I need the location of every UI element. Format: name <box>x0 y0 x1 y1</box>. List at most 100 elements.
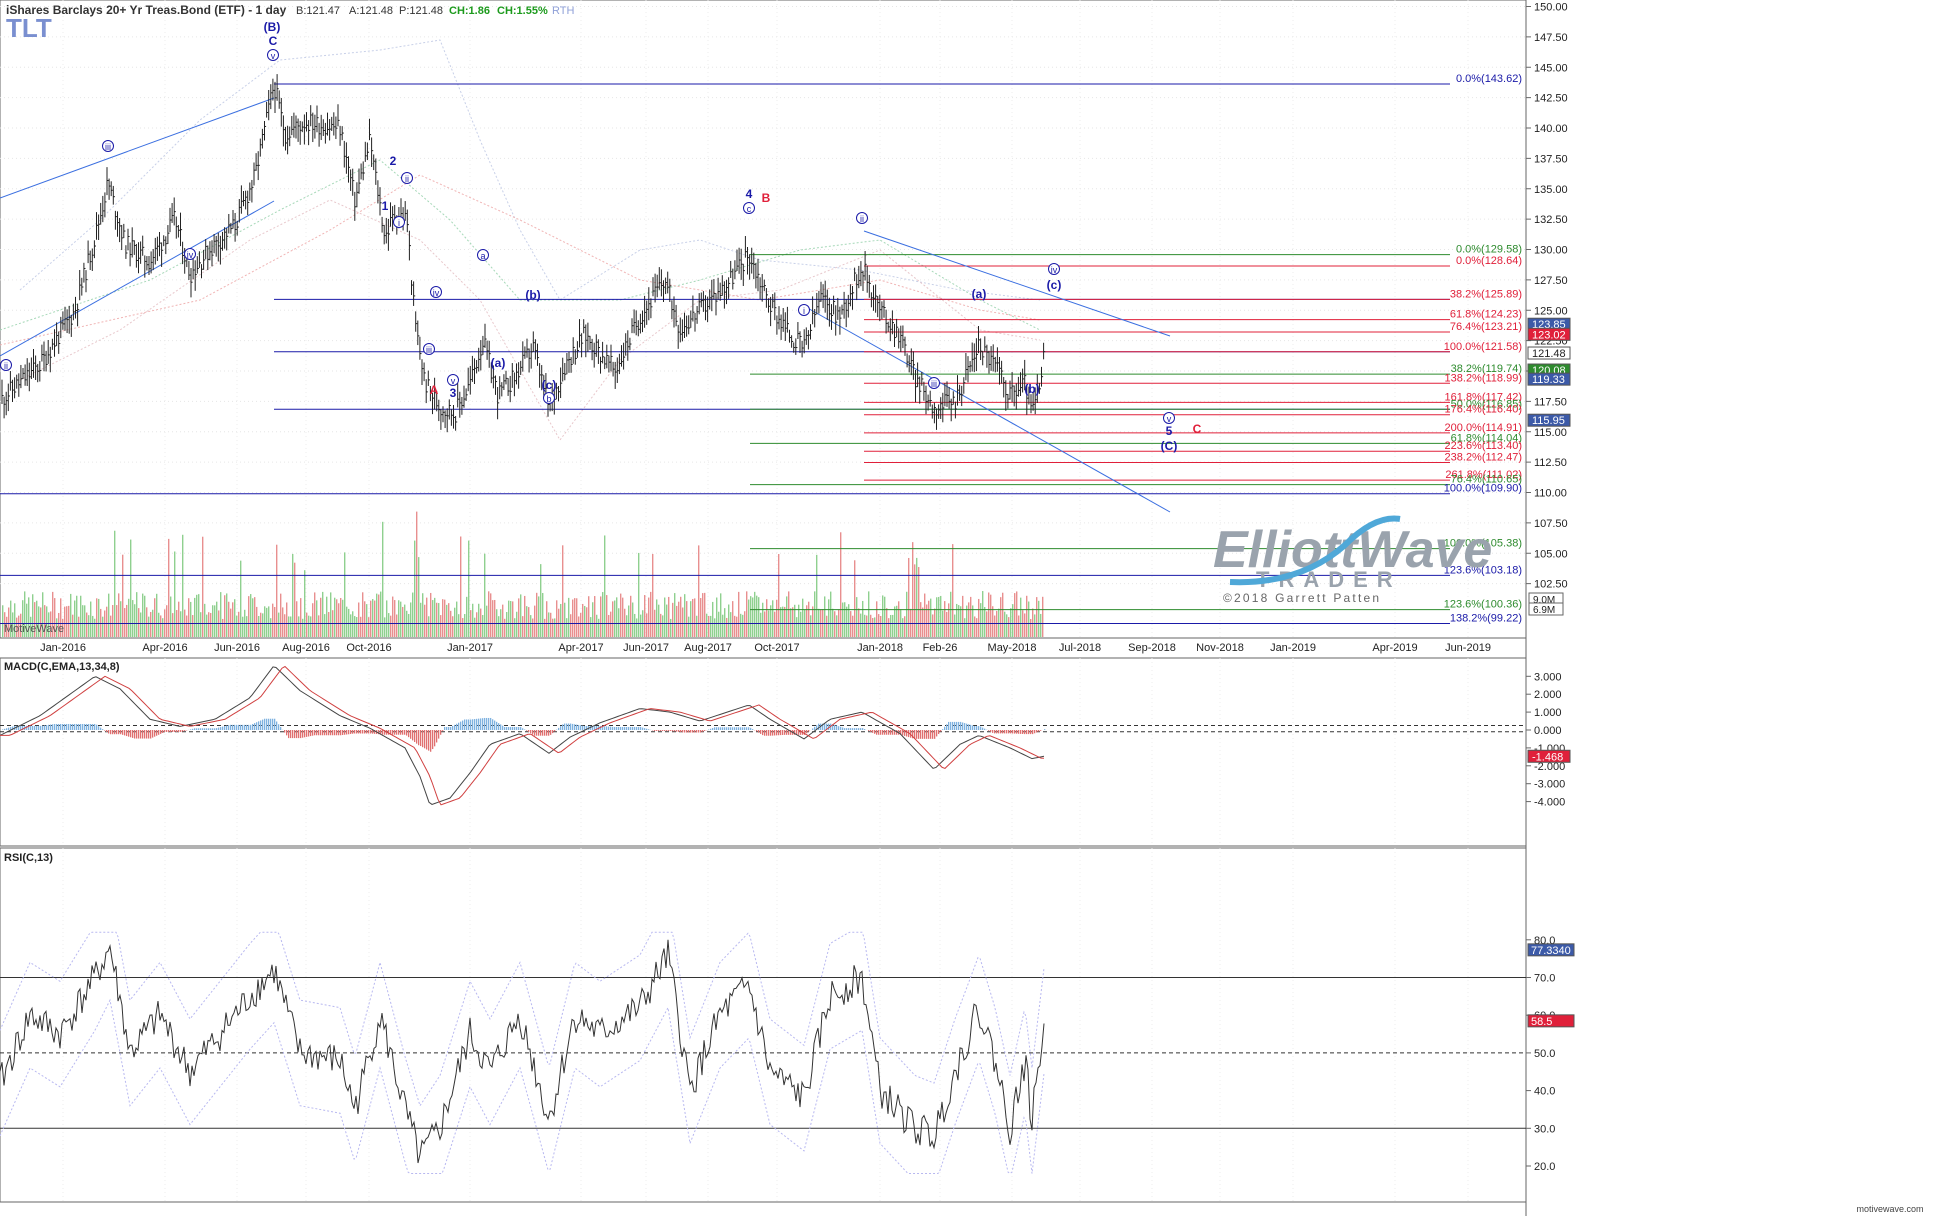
fib-label: 100.0%(109.90) <box>1444 483 1522 495</box>
macd-histogram-bar <box>284 730 285 733</box>
macd-histogram-bar <box>184 730 185 731</box>
volume-bar <box>896 606 897 637</box>
volume-bar <box>404 605 405 637</box>
wave-label: b <box>546 394 551 404</box>
wave-label: iii <box>426 345 432 355</box>
volume-bar <box>230 609 231 637</box>
volume-bar <box>412 593 413 637</box>
macd-label: MACD(C,EMA,13,34,8) <box>4 661 120 673</box>
volume-bar <box>824 596 825 637</box>
macd-histogram-bar <box>40 726 41 730</box>
volume-bar <box>360 617 361 637</box>
macd-histogram-bar <box>720 727 721 730</box>
volume-bar <box>140 612 141 637</box>
macd-histogram-bar <box>636 727 637 730</box>
volume-bar <box>530 615 531 637</box>
macd-histogram-bar <box>482 718 483 730</box>
macd-histogram-bar <box>622 727 623 730</box>
macd-histogram-bar <box>126 730 127 736</box>
macd-histogram-bar <box>64 724 65 730</box>
volume-bar <box>902 618 903 637</box>
wave-label: (c) <box>542 378 557 392</box>
volume-bar <box>272 604 273 637</box>
volume-bar <box>466 597 467 637</box>
volume-bar <box>142 594 143 637</box>
rsi-tick-label: 30.0 <box>1534 1123 1555 1135</box>
volume-bar <box>88 615 89 637</box>
volume-bar <box>134 604 135 637</box>
wave-label: (c) <box>1047 278 1062 292</box>
macd-histogram-bar <box>746 727 747 730</box>
volume-bar <box>266 608 267 637</box>
macd-histogram-bar <box>58 724 59 730</box>
macd-histogram-bar <box>290 730 291 738</box>
macd-histogram-bar <box>6 728 7 730</box>
macd-histogram-bar <box>190 729 191 730</box>
volume-bar <box>584 606 585 637</box>
wave-label: (C) <box>1161 439 1178 453</box>
volume-bar <box>182 535 183 637</box>
macd-pane <box>0 658 1526 846</box>
macd-histogram-bar <box>96 725 97 730</box>
volume-bar <box>754 592 755 637</box>
volume-bar <box>538 596 539 637</box>
volume-bar <box>810 615 811 637</box>
volume-bar <box>932 614 933 637</box>
macd-histogram-bar <box>884 730 885 735</box>
macd-histogram-bar <box>130 730 131 737</box>
volume-bar <box>270 618 271 637</box>
volume-bar <box>436 603 437 637</box>
wave-label: ii <box>860 214 864 224</box>
macd-histogram-bar <box>654 730 655 731</box>
macd-histogram-bar <box>712 728 713 730</box>
macd-histogram-bar <box>2 729 3 730</box>
macd-histogram-bar <box>558 728 559 730</box>
session-readout: RTH <box>552 5 574 17</box>
volume-bar <box>410 602 411 637</box>
volume-bar <box>1028 602 1029 637</box>
macd-histogram-bar <box>426 730 427 749</box>
macd-histogram-bar <box>234 725 235 730</box>
macd-histogram-bar <box>124 730 125 735</box>
volume-bar <box>784 607 785 637</box>
wave-label: (B) <box>264 20 281 34</box>
volume-bar <box>202 537 203 637</box>
volume-bar <box>716 598 717 637</box>
fib-label: 0.0%(143.62) <box>1456 73 1522 85</box>
macd-histogram-bar <box>526 730 527 731</box>
macd-histogram-bar <box>4 729 5 730</box>
macd-histogram-bar <box>8 728 9 730</box>
volume-bar <box>740 614 741 637</box>
macd-histogram-bar <box>396 730 397 735</box>
macd-histogram-bar <box>88 724 89 730</box>
volume-bar <box>646 613 647 637</box>
macd-histogram-bar <box>228 725 229 730</box>
volume-bar <box>388 613 389 637</box>
macd-histogram-bar <box>858 728 859 730</box>
volume-bar <box>736 617 737 637</box>
volume-bar <box>1038 601 1039 637</box>
volume-bar <box>832 609 833 637</box>
wave-label: (b) <box>1024 382 1039 396</box>
macd-histogram-bar <box>170 730 171 732</box>
macd-histogram-bar <box>782 730 783 735</box>
macd-histogram-bar <box>530 730 531 733</box>
volume-bar <box>928 601 929 637</box>
macd-histogram-bar <box>92 724 93 730</box>
volume-bar <box>420 603 421 637</box>
volume-bar <box>846 607 847 637</box>
volume-bar <box>612 601 613 637</box>
volume-bar <box>1000 597 1001 637</box>
volume-bar <box>1008 617 1009 637</box>
volume-bar <box>524 596 525 637</box>
volume-bar <box>444 600 445 637</box>
volume-bar <box>394 600 395 637</box>
macd-histogram-bar <box>478 719 479 730</box>
time-tick-label: Apr-2016 <box>142 642 187 654</box>
volume-bar <box>690 601 691 637</box>
fib-label: 0.0%(129.58) <box>1456 244 1522 256</box>
volume-bar <box>714 618 715 637</box>
volume-bar <box>350 614 351 637</box>
macd-histogram-bar <box>192 729 193 730</box>
volume-bar <box>400 602 401 637</box>
